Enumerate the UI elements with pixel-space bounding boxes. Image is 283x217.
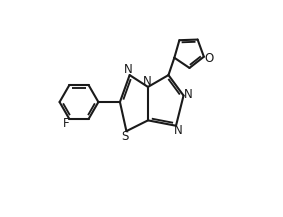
Text: S: S: [121, 130, 128, 143]
Text: N: N: [184, 88, 193, 101]
Text: N: N: [124, 63, 133, 76]
Text: N: N: [143, 75, 152, 88]
Text: N: N: [174, 124, 183, 137]
Text: F: F: [63, 117, 70, 130]
Text: O: O: [204, 52, 213, 65]
